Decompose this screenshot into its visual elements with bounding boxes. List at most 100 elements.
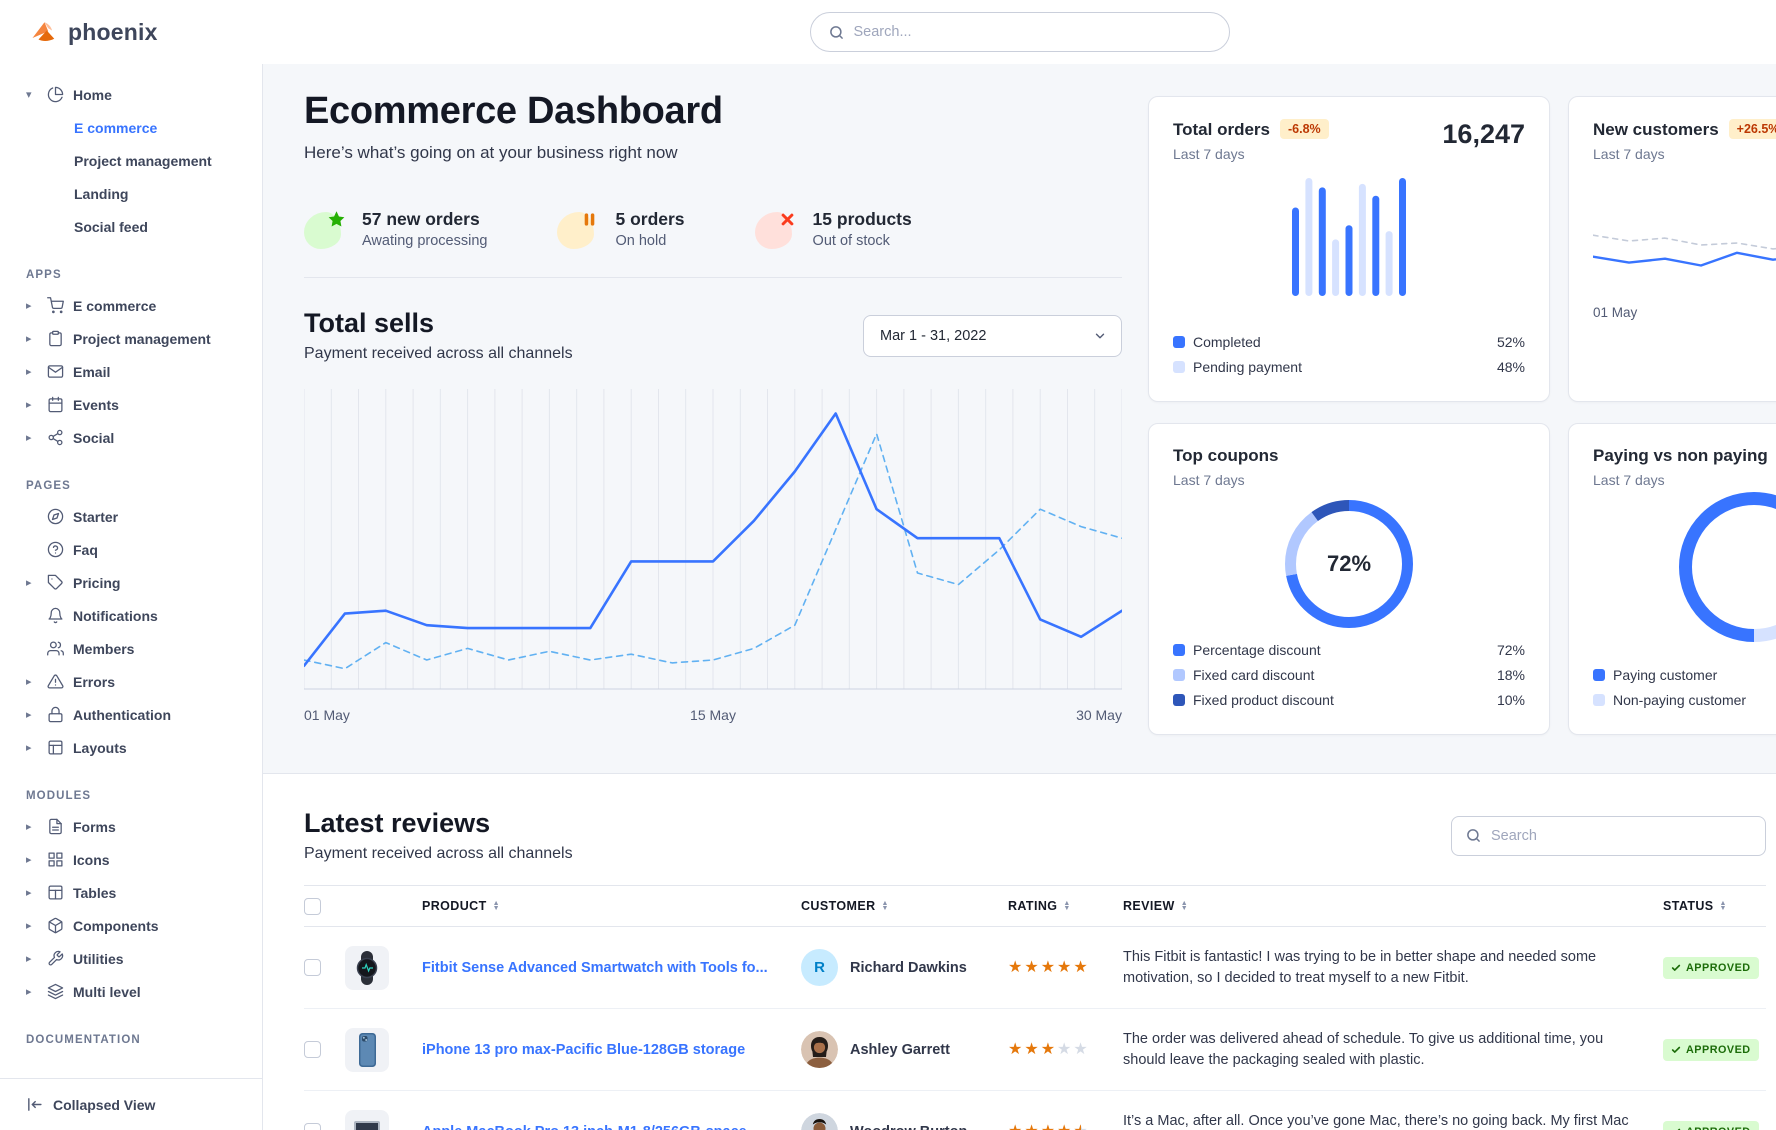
tool-icon [47,950,65,968]
caret-right-icon: ▸ [26,676,32,688]
sidebar-item-events[interactable]: ▸ Events [0,388,262,421]
status-cell: APPROVED [1663,956,1766,979]
legend-swatch [1173,360,1185,373]
column-header-label: CUSTOMER [801,899,876,913]
product-link[interactable]: Fitbit Sense Advanced Smartwatch with To… [422,959,768,976]
reviews-search[interactable] [1451,815,1766,856]
total-orders-card: Total orders -6.8% Last 7 days 16,247 Com… [1148,96,1550,402]
rating-cell: ★★★★★★ [1008,1123,1123,1130]
customer-cell: Ashley Garrett [801,1031,1008,1068]
sidebar-item-label: Notifications [73,607,158,624]
collapse-sidebar-button[interactable]: Collapsed View [0,1078,262,1130]
product-cell: Apple MacBook Pro 13 inch-M1-8/256GB-spa… [422,1124,801,1130]
sidebar-item-forms[interactable]: ▸ Forms [0,810,262,843]
caret-right-icon: ▸ [26,742,32,754]
alert-triangle-icon [47,673,65,691]
product-image-smartwatch[interactable] [345,945,389,990]
column-header-review[interactable]: REVIEW ▲ ▼ [1123,899,1663,913]
sidebar-item-label: Utilities [73,950,124,967]
stat-value: 57 new orders [362,209,480,229]
caret-right-icon: ▸ [26,709,32,721]
column-header-status[interactable]: STATUS ▲ ▼ [1663,899,1766,913]
select-all-checkbox[interactable] [304,897,321,915]
top-coupons-donut-chart: 72% [1285,500,1413,628]
star-full-icon: ★ [1024,1123,1038,1130]
review-row: Apple MacBook Pro 13 inch-M1-8/256GB-spa… [304,1091,1766,1130]
legend-item-fixed-card-discount: Fixed card discount 18% [1173,662,1525,687]
review-cell: It’s a Mac, after all. Once you’ve gone … [1123,1111,1663,1130]
total-orders-bar-chart [1292,178,1406,296]
row-checkbox[interactable] [304,1041,321,1058]
new-customers-card: New customers +26.5% Last 7 days 01 May [1568,96,1776,402]
sidebar-item-social[interactable]: ▸ Social [0,421,262,454]
customer-avatar: R [801,949,838,986]
sidebar-item-multi-level[interactable]: ▸ Multi level [0,975,262,1008]
tag-icon [47,574,65,592]
brand-logo[interactable]: phoenix [0,17,263,47]
paying-legend: Paying customer Non-paying customer [1593,654,1776,712]
legend-label: Non-paying customer [1613,691,1747,708]
review-text: The order was delivered ahead of schedul… [1123,1030,1604,1068]
sidebar-subitem-landing[interactable]: Landing [74,185,129,202]
sidebar-item-label: Pricing [73,574,121,591]
sidebar-subitem-project-management[interactable]: Project management [74,152,212,169]
column-header-rating[interactable]: RATING ▲ ▼ [1008,899,1123,913]
sidebar-item-icons[interactable]: ▸ Icons [0,843,262,876]
grid-icon [47,851,65,869]
sidebar-item-utilities[interactable]: ▸ Utilities [0,942,262,975]
sidebar-item-authentication[interactable]: ▸ Authentication [0,698,262,731]
sidebar-item-members[interactable]: Members [0,632,262,665]
sidebar-subitem-e-commerce[interactable]: E commerce [74,119,158,136]
sidebar-item-tables[interactable]: ▸ Tables [0,876,262,909]
sidebar-subitem-social-feed[interactable]: Social feed [74,218,148,235]
check-icon [1677,1128,1681,1130]
sort-icon: ▲ ▼ [1063,900,1071,912]
paying-vs-non-paying-card: Paying vs non paying Last 7 days Paying … [1568,423,1776,735]
sidebar-item-notifications[interactable]: Notifications [0,599,262,632]
sidebar-item-e-commerce[interactable]: ▸ E commerce [0,289,262,322]
legend-swatch [1173,693,1185,706]
reviews-title: Latest reviews [304,808,491,838]
legend-label: Paying customer [1613,666,1718,683]
global-search-input[interactable] [853,24,1211,40]
sidebar-item-project-management[interactable]: ▸ Project management [0,322,262,355]
column-header-label: STATUS [1663,899,1714,913]
caret-right-icon: ▸ [26,366,32,378]
sidebar-item-components[interactable]: ▸ Components [0,909,262,942]
lock-icon [47,706,65,724]
review-text: It’s a Mac, after all. Once you’ve gone … [1123,1112,1629,1129]
product-link[interactable]: Apple MacBook Pro 13 inch-M1-8/256GB-spa… [422,1124,801,1130]
date-range-select[interactable]: Mar 1 - 31, 2022 [863,314,1122,357]
rating-stars: ★★★★★★ [1008,1123,1123,1130]
chevron-down-icon [1093,329,1107,343]
reviews-search-input[interactable] [1491,827,1751,844]
row-checkbox[interactable] [304,959,321,976]
total-orders-title: Total orders [1173,120,1270,139]
column-header-label: RATING [1008,899,1058,913]
collapse-sidebar-label: Collapsed View [53,1096,156,1113]
sidebar-item-home[interactable]: ▾ Home [0,78,262,111]
global-search[interactable] [809,12,1230,52]
sidebar-item-email[interactable]: ▸ Email [0,355,262,388]
column-header-product[interactable]: PRODUCT ▲ ▼ [422,899,801,913]
stat-caption: Awating processing [362,233,488,249]
sidebar-item-layouts[interactable]: ▸ Layouts [0,731,262,764]
sidebar-item-faq[interactable]: Faq [0,533,262,566]
legend-label: Fixed product discount [1193,691,1334,708]
row-checkbox[interactable] [304,1123,321,1130]
stat-value: 5 orders [615,209,685,229]
top-coupons-card: Top coupons Last 7 days 72% Percentage d… [1148,423,1550,735]
product-link[interactable]: iPhone 13 pro max-Pacific Blue-128GB sto… [422,1041,746,1058]
product-image-macbook[interactable] [345,1109,389,1130]
sidebar-item-starter[interactable]: Starter [0,500,262,533]
sidebar-item-pricing[interactable]: ▸ Pricing [0,566,262,599]
sidebar: ▾ Home E commerce Project management Landing… [0,64,263,1130]
product-image-cell [345,945,422,990]
reviews-subtitle: Payment received across all channels [304,845,573,862]
sidebar-item-errors[interactable]: ▸ Errors [0,665,262,698]
product-image-iphone[interactable] [345,1027,389,1072]
page-subtitle: Here’s what’s going on at your business … [304,143,678,162]
star-full-icon: ★ [1041,1123,1055,1130]
column-header-customer[interactable]: CUSTOMER ▲ ▼ [801,899,1008,913]
sidebar-item-label: Multi level [73,983,141,1000]
